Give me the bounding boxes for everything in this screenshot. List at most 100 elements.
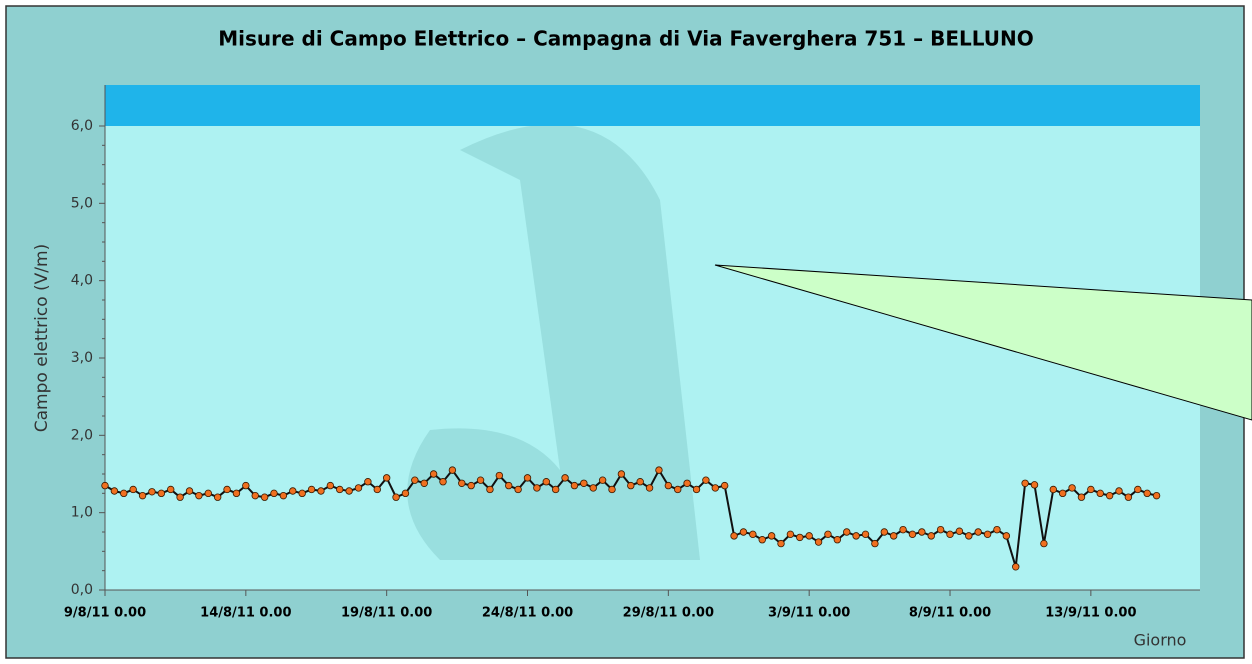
data-point: [205, 490, 212, 497]
data-point: [374, 486, 381, 493]
data-point: [721, 482, 728, 489]
data-point: [759, 536, 766, 543]
data-point: [919, 529, 926, 536]
data-point: [1041, 540, 1048, 547]
data-point: [383, 475, 390, 482]
data-point: [609, 486, 616, 493]
data-point: [393, 494, 400, 501]
data-point: [139, 492, 146, 499]
data-point: [1050, 486, 1057, 493]
data-point: [186, 488, 193, 495]
x-tick-label: 19/8/11 0.00: [341, 606, 432, 621]
data-point: [1069, 485, 1076, 492]
data-point: [1012, 563, 1019, 570]
data-point: [656, 467, 663, 474]
data-point: [637, 478, 644, 485]
data-point: [872, 540, 879, 547]
x-tick-label: 9/8/11 0.00: [64, 606, 146, 621]
data-point: [289, 488, 296, 495]
data-point: [975, 529, 982, 536]
data-point: [214, 494, 221, 501]
data-point: [703, 477, 710, 484]
data-point: [1003, 533, 1010, 540]
data-point: [505, 482, 512, 489]
data-point: [1088, 486, 1095, 493]
x-axis-label: Giorno: [1134, 631, 1187, 650]
data-point: [665, 482, 672, 489]
data-point: [712, 485, 719, 492]
data-point: [1022, 480, 1029, 487]
data-point: [308, 486, 315, 493]
y-tick-label: 3,0: [71, 350, 93, 366]
data-point: [402, 490, 409, 497]
data-point: [590, 485, 597, 492]
x-tick-label: 8/9/11 0.00: [909, 606, 991, 621]
data-point: [102, 482, 109, 489]
data-point: [552, 486, 559, 493]
data-point: [862, 531, 869, 538]
data-point: [965, 533, 972, 540]
data-point: [1059, 490, 1066, 497]
data-point: [984, 531, 991, 538]
data-point: [130, 486, 137, 493]
data-point: [224, 486, 231, 493]
data-point: [430, 471, 437, 478]
data-point: [646, 485, 653, 492]
data-point: [167, 486, 174, 493]
data-point: [956, 528, 963, 535]
data-point: [599, 477, 606, 484]
data-point: [1144, 490, 1151, 497]
data-point: [947, 531, 954, 538]
data-point: [149, 488, 156, 495]
data-point: [346, 488, 353, 495]
y-tick-label: 5,0: [71, 195, 93, 211]
data-point: [280, 492, 287, 499]
data-point: [796, 534, 803, 541]
data-point: [768, 533, 775, 540]
data-point: [853, 533, 860, 540]
data-point: [571, 482, 578, 489]
data-point: [843, 529, 850, 536]
data-point: [909, 531, 916, 538]
data-point: [1125, 494, 1132, 501]
data-point: [900, 526, 907, 533]
data-point: [581, 480, 588, 487]
data-point: [543, 478, 550, 485]
data-point: [627, 482, 634, 489]
data-point: [496, 472, 503, 479]
data-point: [994, 526, 1001, 533]
data-point: [421, 480, 428, 487]
data-point: [778, 540, 785, 547]
data-point: [318, 488, 325, 495]
data-point: [928, 533, 935, 540]
data-point: [196, 492, 203, 499]
data-point: [1153, 492, 1160, 499]
data-point: [693, 486, 700, 493]
data-point: [1116, 488, 1123, 495]
data-point: [1106, 492, 1113, 499]
data-point: [684, 480, 691, 487]
data-point: [412, 477, 419, 484]
data-point: [468, 482, 475, 489]
data-point: [365, 478, 372, 485]
data-point: [825, 531, 832, 538]
data-point: [740, 529, 747, 536]
data-point: [440, 478, 447, 485]
data-point: [834, 536, 841, 543]
data-point: [299, 490, 306, 497]
data-point: [815, 539, 822, 546]
data-point: [487, 486, 494, 493]
y-tick-label: 2,0: [71, 427, 93, 443]
x-tick-label: 3/9/11 0.00: [768, 606, 850, 621]
data-point: [458, 480, 465, 487]
data-point: [787, 531, 794, 538]
data-point: [881, 529, 888, 536]
data-point: [271, 490, 278, 497]
y-tick-label: 6,0: [71, 118, 93, 134]
y-tick-label: 0,0: [71, 582, 93, 598]
y-tick-label: 4,0: [71, 273, 93, 289]
data-point: [524, 475, 531, 482]
data-point: [327, 482, 334, 489]
threshold-band: [105, 85, 1200, 126]
data-point: [674, 486, 681, 493]
